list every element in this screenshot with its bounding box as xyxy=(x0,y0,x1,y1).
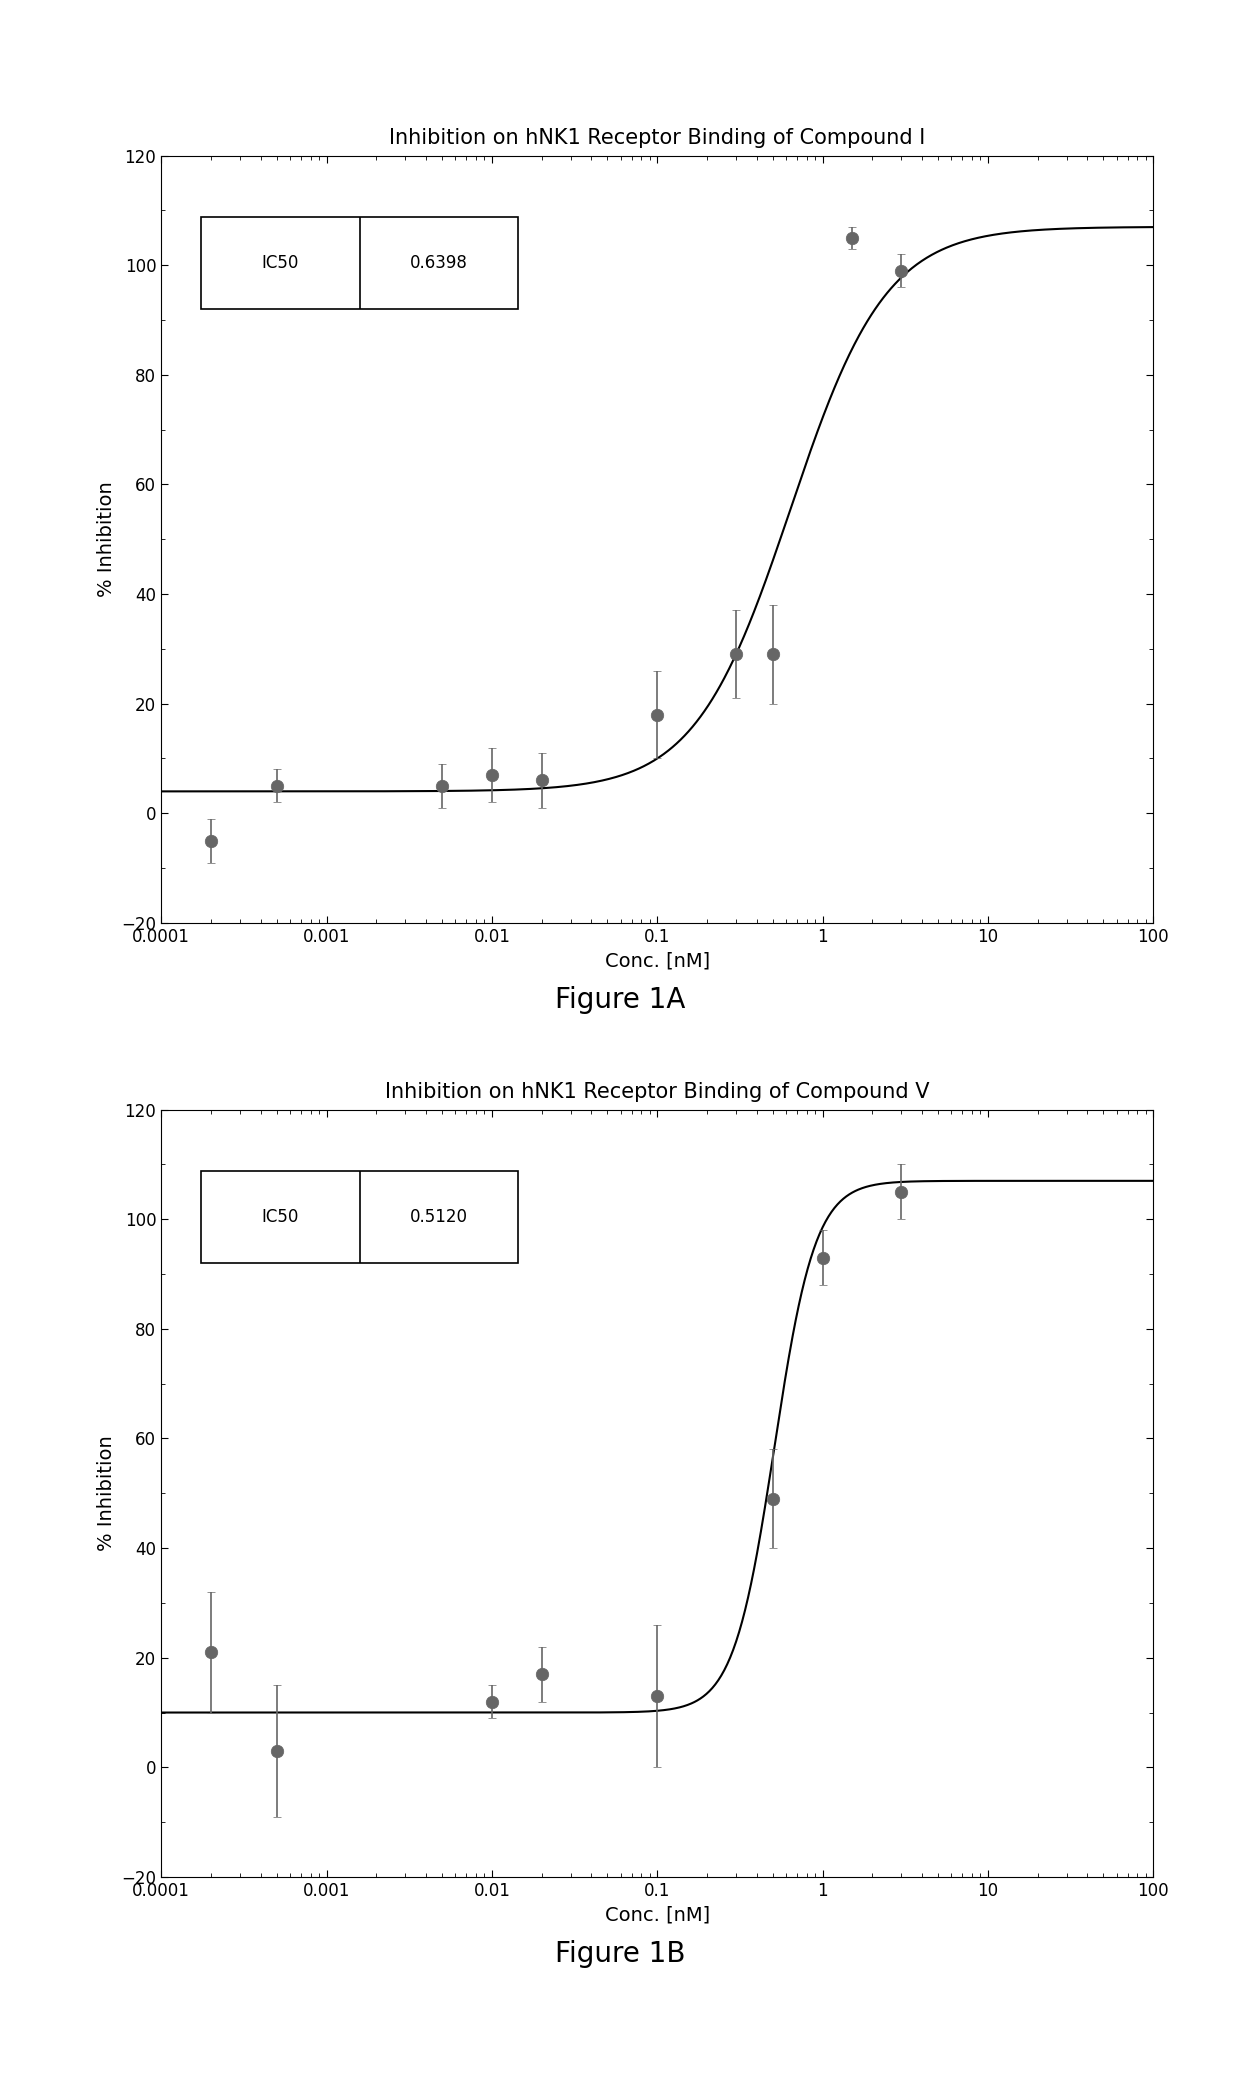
Title: Inhibition on hNK1 Receptor Binding of Compound I: Inhibition on hNK1 Receptor Binding of C… xyxy=(389,129,925,149)
Y-axis label: % Inhibition: % Inhibition xyxy=(97,481,115,597)
Text: Figure 1A: Figure 1A xyxy=(554,985,686,1014)
X-axis label: Conc. [nM]: Conc. [nM] xyxy=(605,1906,709,1925)
Text: Figure 1B: Figure 1B xyxy=(554,1939,686,1968)
Title: Inhibition on hNK1 Receptor Binding of Compound V: Inhibition on hNK1 Receptor Binding of C… xyxy=(384,1083,930,1103)
X-axis label: Conc. [nM]: Conc. [nM] xyxy=(605,952,709,971)
Y-axis label: % Inhibition: % Inhibition xyxy=(97,1435,115,1551)
